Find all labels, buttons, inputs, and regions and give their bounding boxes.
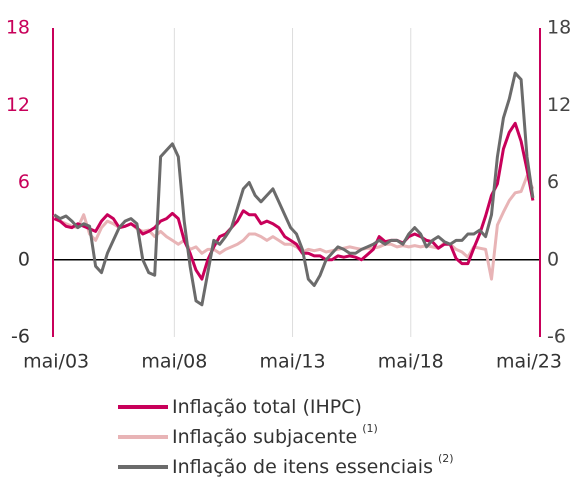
y2-tick-label: 18	[547, 17, 571, 39]
x-tick-label: mai/13	[260, 351, 326, 373]
legend-text: Inflação subjacente	[172, 426, 357, 448]
y2-tick-label: 12	[547, 94, 571, 116]
x-tick-label: mai/08	[141, 351, 207, 373]
y-tick-label: -6	[11, 326, 30, 348]
y2-tick-label: 6	[547, 171, 559, 193]
y-tick-label: 0	[18, 248, 30, 270]
legend-text: Inflação de itens essenciais	[172, 456, 433, 478]
series-line	[53, 71, 535, 307]
legend-text: Inflação total (IHPC)	[172, 396, 362, 418]
y-tick-label: 12	[6, 94, 30, 116]
y-tick-label: 18	[6, 17, 30, 39]
legend-label: Inflação total (IHPC)	[172, 396, 362, 418]
x-tick-label: mai/23	[496, 351, 562, 373]
legend-label: Inflação subjacente (1)	[172, 422, 378, 448]
series-line	[53, 121, 535, 281]
legend-note: (1)	[362, 422, 378, 435]
y2-tick-label: -6	[547, 326, 566, 348]
y2-tick-label: 0	[547, 248, 559, 270]
x-tick-label: mai/03	[23, 351, 89, 373]
x-tick-label: mai/18	[378, 351, 444, 373]
y-tick-label: 6	[18, 171, 30, 193]
legend-note: (2)	[438, 452, 454, 465]
legend-label: Inflação de itens essenciais (2)	[172, 452, 454, 478]
